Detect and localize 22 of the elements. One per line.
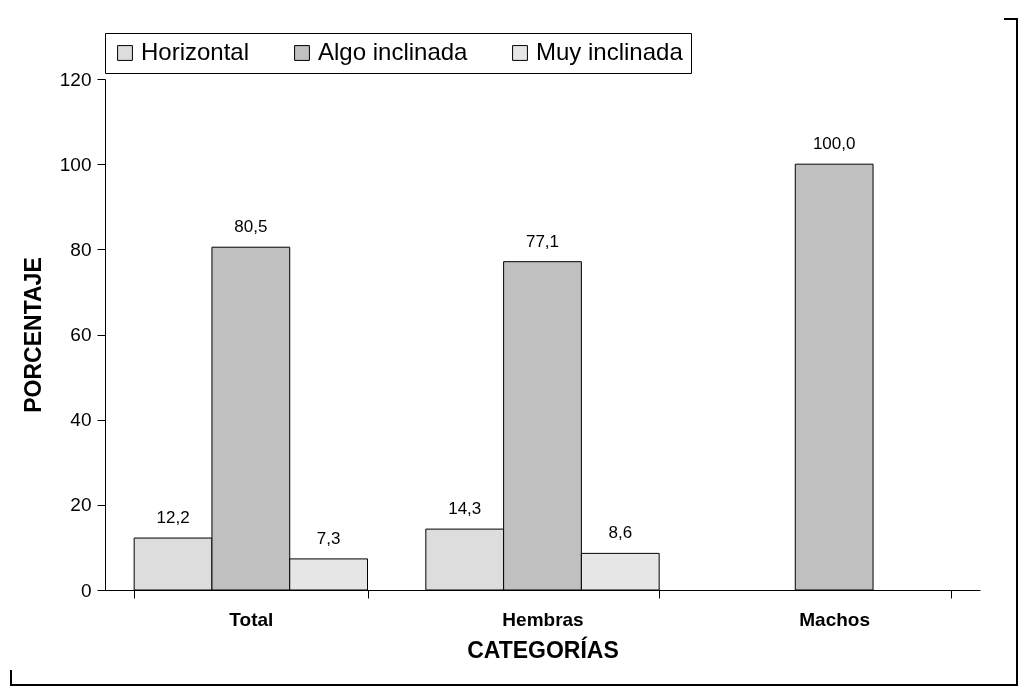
y-axis-title: PORCENTAJE bbox=[19, 257, 46, 413]
data-label: 77,1 bbox=[525, 231, 560, 251]
legend-label: Horizontal bbox=[141, 38, 250, 65]
y-tick-label: 40 bbox=[70, 409, 92, 431]
x-tick-label: Total bbox=[229, 608, 274, 630]
data-label: 80,5 bbox=[234, 217, 268, 237]
data-label: 12,2 bbox=[156, 508, 190, 528]
legend-label: Muy inclinada bbox=[536, 38, 684, 65]
data-label: 14,3 bbox=[448, 499, 482, 519]
x-axis-title: CATEGORÍAS bbox=[467, 635, 619, 663]
data-label: 8,6 bbox=[608, 523, 633, 543]
y-tick-label: 80 bbox=[70, 238, 92, 260]
y-tick-label: 20 bbox=[70, 494, 92, 516]
x-tick-label: Machos bbox=[799, 608, 871, 630]
y-tick-label: 120 bbox=[59, 68, 92, 90]
y-tick-label: 100 bbox=[59, 153, 92, 175]
y-tick-label: 0 bbox=[80, 579, 92, 601]
data-label: 7,3 bbox=[316, 528, 341, 548]
x-tick-label: Hembras bbox=[502, 608, 584, 630]
data-label: 100,0 bbox=[812, 134, 856, 154]
legend-label: Algo inclinada bbox=[318, 38, 469, 65]
y-tick-label: 60 bbox=[70, 324, 92, 345]
